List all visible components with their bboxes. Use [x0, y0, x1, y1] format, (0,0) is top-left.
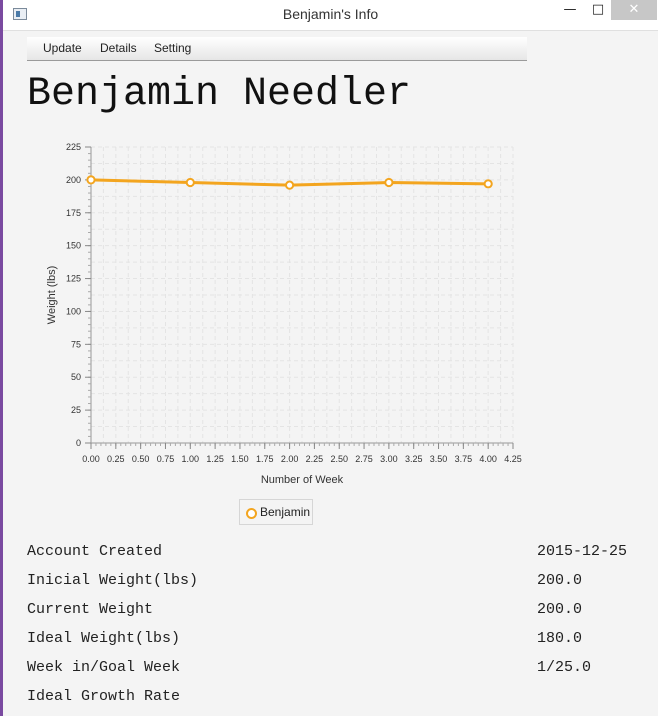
info-row-growth-rate: Ideal Growth Rate	[27, 688, 647, 710]
data-point	[86, 175, 96, 185]
maximize-button[interactable]: □	[591, 2, 605, 17]
data-point	[384, 177, 394, 188]
info-row-ideal-weight: Ideal Weight(lbs) 180.0	[27, 630, 647, 652]
menu-details[interactable]: Details	[100, 41, 137, 55]
x-tick-label: 1.50	[231, 454, 249, 464]
info-value: 1/25.0	[537, 659, 592, 676]
y-tick-label: 125	[66, 274, 81, 284]
info-value: 2015-12-25	[537, 543, 628, 560]
legend-series-label: Benjamin	[260, 505, 311, 519]
x-tick-label: 1.00	[182, 454, 200, 464]
data-point	[185, 177, 195, 188]
info-label: Ideal Weight(lbs)	[27, 630, 181, 647]
chart-legend: Benjamin	[239, 499, 313, 525]
x-tick-label: 4.00	[479, 454, 497, 464]
x-tick-label: 4.25	[504, 454, 522, 464]
legend-symbol-icon	[246, 508, 257, 519]
info-row-current-weight: Current Weight 200.0	[27, 601, 647, 623]
y-tick-label: 150	[66, 241, 81, 251]
y-tick-label: 200	[66, 175, 81, 185]
info-value: 180.0	[537, 630, 583, 647]
x-tick-label: 2.25	[306, 454, 324, 464]
x-axis-label: Number of Week	[261, 474, 344, 486]
x-tick-label: 0.25	[107, 454, 125, 464]
x-tick-label: 2.75	[355, 454, 373, 464]
window-edge	[0, 0, 3, 716]
x-tick-label: 0.75	[157, 454, 175, 464]
x-tick-label: 3.50	[430, 454, 448, 464]
profile-name: Benjamin Needler	[27, 72, 412, 117]
info-label: Current Weight	[27, 601, 154, 618]
x-tick-label: 1.25	[206, 454, 224, 464]
y-tick-label: 0	[76, 438, 81, 448]
data-point	[284, 180, 295, 190]
title-bar[interactable]: Benjamin's Info — □ ✕	[3, 0, 658, 31]
y-tick-label: 225	[66, 142, 81, 152]
y-tick-label: 100	[66, 306, 81, 316]
data-point	[483, 179, 493, 189]
info-row-goal-week: Week in/Goal Week 1/25.0	[27, 659, 647, 681]
x-tick-label: 2.50	[330, 454, 348, 464]
info-row-account-created: Account Created 2015-12-25	[27, 543, 647, 565]
info-label: Inicial Weight(lbs)	[27, 572, 199, 589]
window-title: Benjamin's Info	[282, 6, 379, 22]
menu-setting[interactable]: Setting	[154, 41, 192, 55]
y-axis-label: Weight (lbs)	[46, 266, 58, 324]
app-icon	[13, 8, 27, 20]
info-label: Week in/Goal Week	[27, 659, 181, 676]
x-tick-label: 2.00	[281, 454, 299, 464]
y-tick-label: 50	[71, 372, 81, 382]
x-tick-label: 0.50	[132, 454, 150, 464]
y-tick-label: 175	[66, 208, 81, 218]
info-value: 200.0	[537, 601, 583, 618]
info-label: Account Created	[27, 543, 163, 560]
close-button[interactable]: ✕	[611, 0, 657, 20]
x-tick-label: 3.00	[380, 454, 398, 464]
x-tick-label: 3.25	[405, 454, 423, 464]
y-tick-label: 75	[71, 339, 81, 349]
x-tick-label: 1.75	[256, 454, 274, 464]
menu-bar: Update Details Setting	[27, 37, 527, 61]
x-tick-label: 3.75	[455, 454, 473, 464]
weight-chart: 0.00 0.25 0.50 0.75 1.00 1.25 1.50 1.75 2.00 2.25…	[46, 142, 522, 486]
menu-update[interactable]: Update	[43, 41, 82, 55]
x-tick-label: 0.00	[82, 454, 100, 464]
info-value: 200.0	[537, 572, 583, 589]
info-label: Ideal Growth Rate	[27, 688, 181, 705]
info-row-initial-weight: Inicial Weight(lbs) 200.0	[27, 572, 647, 594]
y-tick-label: 25	[71, 405, 81, 415]
minimize-button[interactable]: —	[563, 2, 577, 17]
